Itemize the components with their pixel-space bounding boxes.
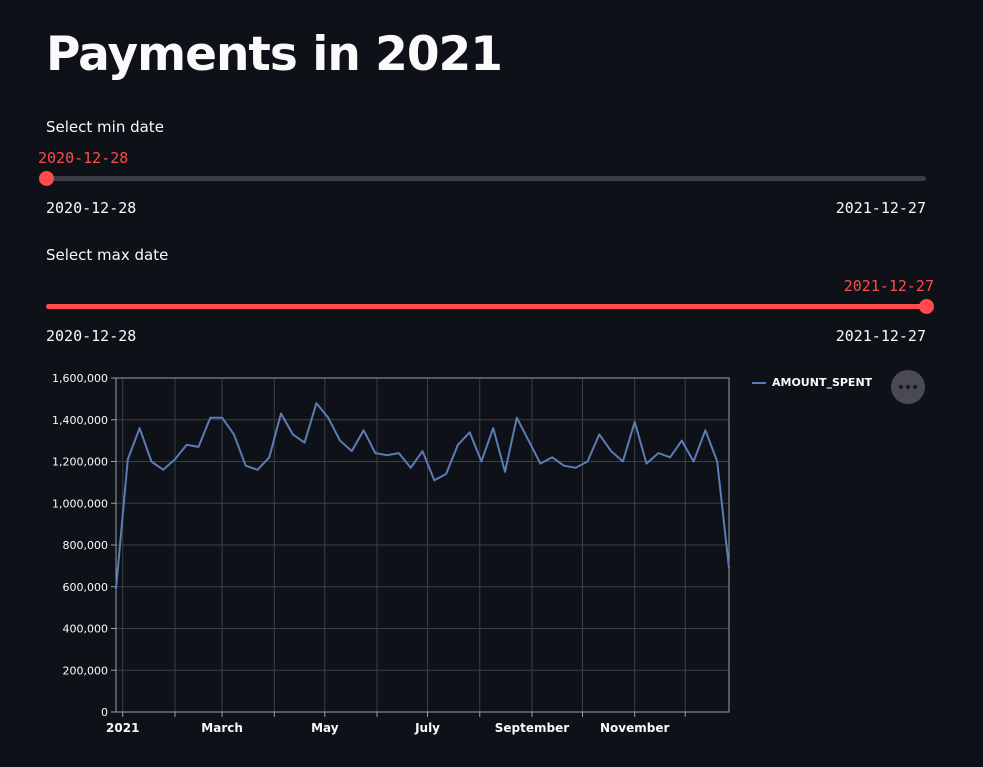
- max-date-current-value: 2021-12-27: [843, 277, 934, 295]
- series-line-amount-spent: [115, 402, 730, 589]
- y-tick-label: 200,000: [63, 664, 109, 677]
- line-chart-svg: 0 200,000 400,000 600,000 800,000 1,000,000 1,…: [52, 372, 730, 735]
- x-tick-label: November: [600, 721, 669, 735]
- x-tick-label: May: [311, 721, 339, 735]
- min-date-slider-track[interactable]: [39, 171, 926, 186]
- y-tick-label: 400,000: [63, 623, 109, 636]
- line-chart: 0 200,000 400,000 600,000 800,000 1,000,000 1,…: [0, 360, 983, 767]
- y-tick-label: 1,600,000: [52, 372, 108, 385]
- chart-menu-button[interactable]: [891, 370, 925, 404]
- more-horizontal-icon: [899, 385, 903, 389]
- x-tick-label: 2021: [106, 721, 139, 735]
- y-tick-label: 600,000: [63, 581, 109, 594]
- x-tick-label: March: [201, 721, 243, 735]
- max-date-label: Select max date: [46, 246, 169, 264]
- max-date-slider-fill: [46, 304, 926, 309]
- legend-label: AMOUNT_SPENT: [772, 376, 873, 389]
- plot-frame: [115, 377, 730, 713]
- x-tick-label: July: [414, 721, 440, 735]
- page-title: Payments in 2021: [46, 27, 503, 82]
- legend-swatch: [752, 381, 766, 384]
- min-date-range-start: 2020-12-28: [46, 199, 137, 217]
- chart-legend: AMOUNT_SPENT: [752, 376, 872, 389]
- max-date-range-end: 2021-12-27: [835, 327, 926, 345]
- y-tick-label: 800,000: [63, 539, 109, 552]
- more-horizontal-icon: [906, 385, 910, 389]
- more-horizontal-icon: [913, 385, 917, 389]
- max-date-slider-thumb[interactable]: [919, 299, 934, 314]
- y-tick-label: 1,400,000: [52, 414, 108, 427]
- min-date-current-value: 2020-12-28: [38, 149, 129, 167]
- y-tick-label: 1,000,000: [52, 497, 108, 510]
- min-date-slider-thumb[interactable]: [39, 171, 54, 186]
- max-date-slider-track[interactable]: [46, 299, 934, 314]
- y-tick-label: 1,200,000: [52, 456, 108, 469]
- x-tick-label: September: [495, 721, 569, 735]
- min-date-range-end: 2021-12-27: [835, 199, 926, 217]
- max-date-range-start: 2020-12-28: [46, 327, 137, 345]
- y-tick-label: 0: [101, 706, 108, 719]
- min-date-label: Select min date: [46, 118, 164, 136]
